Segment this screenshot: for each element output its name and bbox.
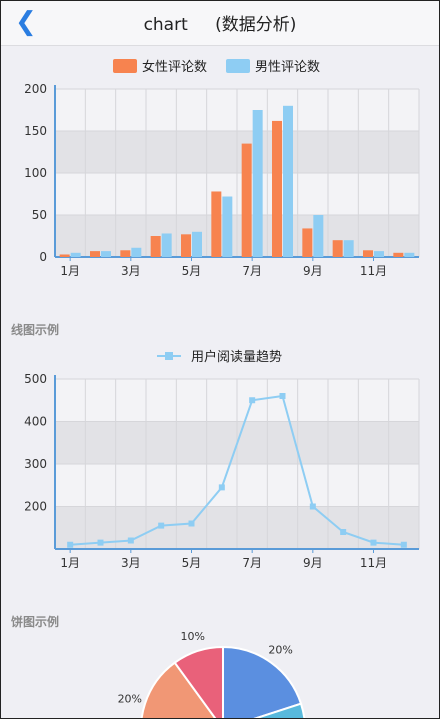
bar-female	[150, 236, 161, 257]
bar-female	[181, 234, 191, 257]
bar-male	[313, 215, 324, 257]
bar-female	[211, 191, 222, 257]
line-series-path	[70, 394, 404, 546]
line-x-tick-label: 11月	[360, 556, 387, 570]
bar-female	[332, 240, 343, 257]
line-point	[400, 541, 407, 548]
line-x-tick-label: 9月	[303, 556, 323, 570]
line-x-tick-label: 5月	[182, 556, 202, 570]
bar-male	[161, 233, 172, 257]
line-legend-label: 用户阅读量趋势	[191, 349, 282, 365]
line-point	[67, 541, 74, 548]
bar-chart: 0 50 100 150 200 1月 3月 5月 7月 9月 11月 女性评论数 男性评论数	[24, 59, 420, 278]
line-y-tick-label: 300	[24, 457, 47, 471]
bar-female	[120, 250, 131, 257]
bar-female	[363, 250, 373, 257]
line-point	[340, 529, 347, 535]
bar-x-tick-label: 5月	[182, 264, 202, 278]
bar-male	[283, 105, 293, 257]
bar-x-tick-label: 3月	[121, 264, 141, 278]
line-point	[97, 539, 104, 546]
page-title: chart (数据分析)	[1, 10, 439, 35]
pie-chart: 20% 20% 10%	[118, 630, 306, 718]
bar-female	[241, 143, 252, 257]
bar-x-tick-label: 9月	[303, 264, 323, 278]
line-point	[279, 393, 286, 399]
line-y-tick-label: 500	[24, 372, 47, 386]
bar-x-tick-label: 11月	[360, 264, 387, 278]
bar-x-tick-label: 1月	[60, 264, 80, 278]
bar-y-tick-label: 100	[24, 166, 47, 180]
bar-legend-swatch	[113, 59, 137, 73]
bar-male	[192, 231, 202, 257]
pie-slice	[140, 661, 217, 718]
nav-bar: ❮ chart (数据分析)	[1, 1, 439, 46]
bar-legend-label: 男性评论数	[255, 60, 320, 75]
line-point	[218, 484, 225, 491]
bar-y-tick-label: 200	[24, 82, 47, 96]
bar-female	[272, 120, 282, 257]
pie-section-label: 饼图示例	[11, 615, 60, 629]
bar-legend-label: 女性评论数	[142, 59, 207, 75]
bar-male	[222, 196, 233, 257]
chevron-left-icon[interactable]: ❮	[15, 7, 37, 37]
pie-slice-label: 10%	[180, 630, 204, 643]
bar-male	[101, 251, 111, 257]
bar-x-tick-label: 7月	[242, 264, 262, 278]
bar-female	[59, 254, 70, 257]
line-point	[249, 397, 256, 404]
line-point	[188, 520, 195, 527]
line-x-tick-label: 1月	[60, 556, 80, 570]
title-subtitle: (数据分析)	[215, 15, 297, 35]
line-y-tick-label: 200	[24, 500, 47, 514]
bar-y-tick-label: 150	[24, 124, 47, 138]
pie-slice-label: 20%	[268, 644, 292, 657]
line-x-tick-label: 7月	[242, 556, 262, 570]
bar-y-tick-label: 50	[32, 208, 47, 222]
line-x-tick-label: 3月	[121, 556, 141, 570]
bar-male	[70, 252, 81, 257]
bar-male	[252, 110, 263, 257]
title-text: chart	[143, 15, 188, 35]
line-point	[309, 503, 316, 510]
bar-female	[302, 228, 313, 257]
bar-male	[343, 240, 354, 257]
bar-male	[374, 251, 384, 257]
line-y-tick-label: 400	[24, 415, 47, 429]
bar-y-tick-label: 0	[39, 250, 47, 264]
line-legend-marker	[165, 352, 173, 360]
pie-slice	[173, 645, 224, 718]
bar-male	[404, 252, 415, 257]
bar-male	[131, 247, 142, 257]
bar-legend-swatch	[226, 59, 250, 73]
pie-slice	[222, 645, 303, 718]
line-point	[158, 522, 165, 529]
line-section-label: 线图示例	[11, 323, 60, 337]
pie-slice-label: 20%	[118, 693, 142, 706]
line-point	[127, 537, 134, 544]
line-chart: 200 300 400 500 1月 3月 5月 7月 9月 11月 用户阅读量趋势	[24, 349, 420, 570]
pie-slice	[253, 702, 306, 718]
bar-female	[393, 252, 404, 257]
bar-female	[90, 251, 100, 257]
line-point	[370, 539, 377, 546]
